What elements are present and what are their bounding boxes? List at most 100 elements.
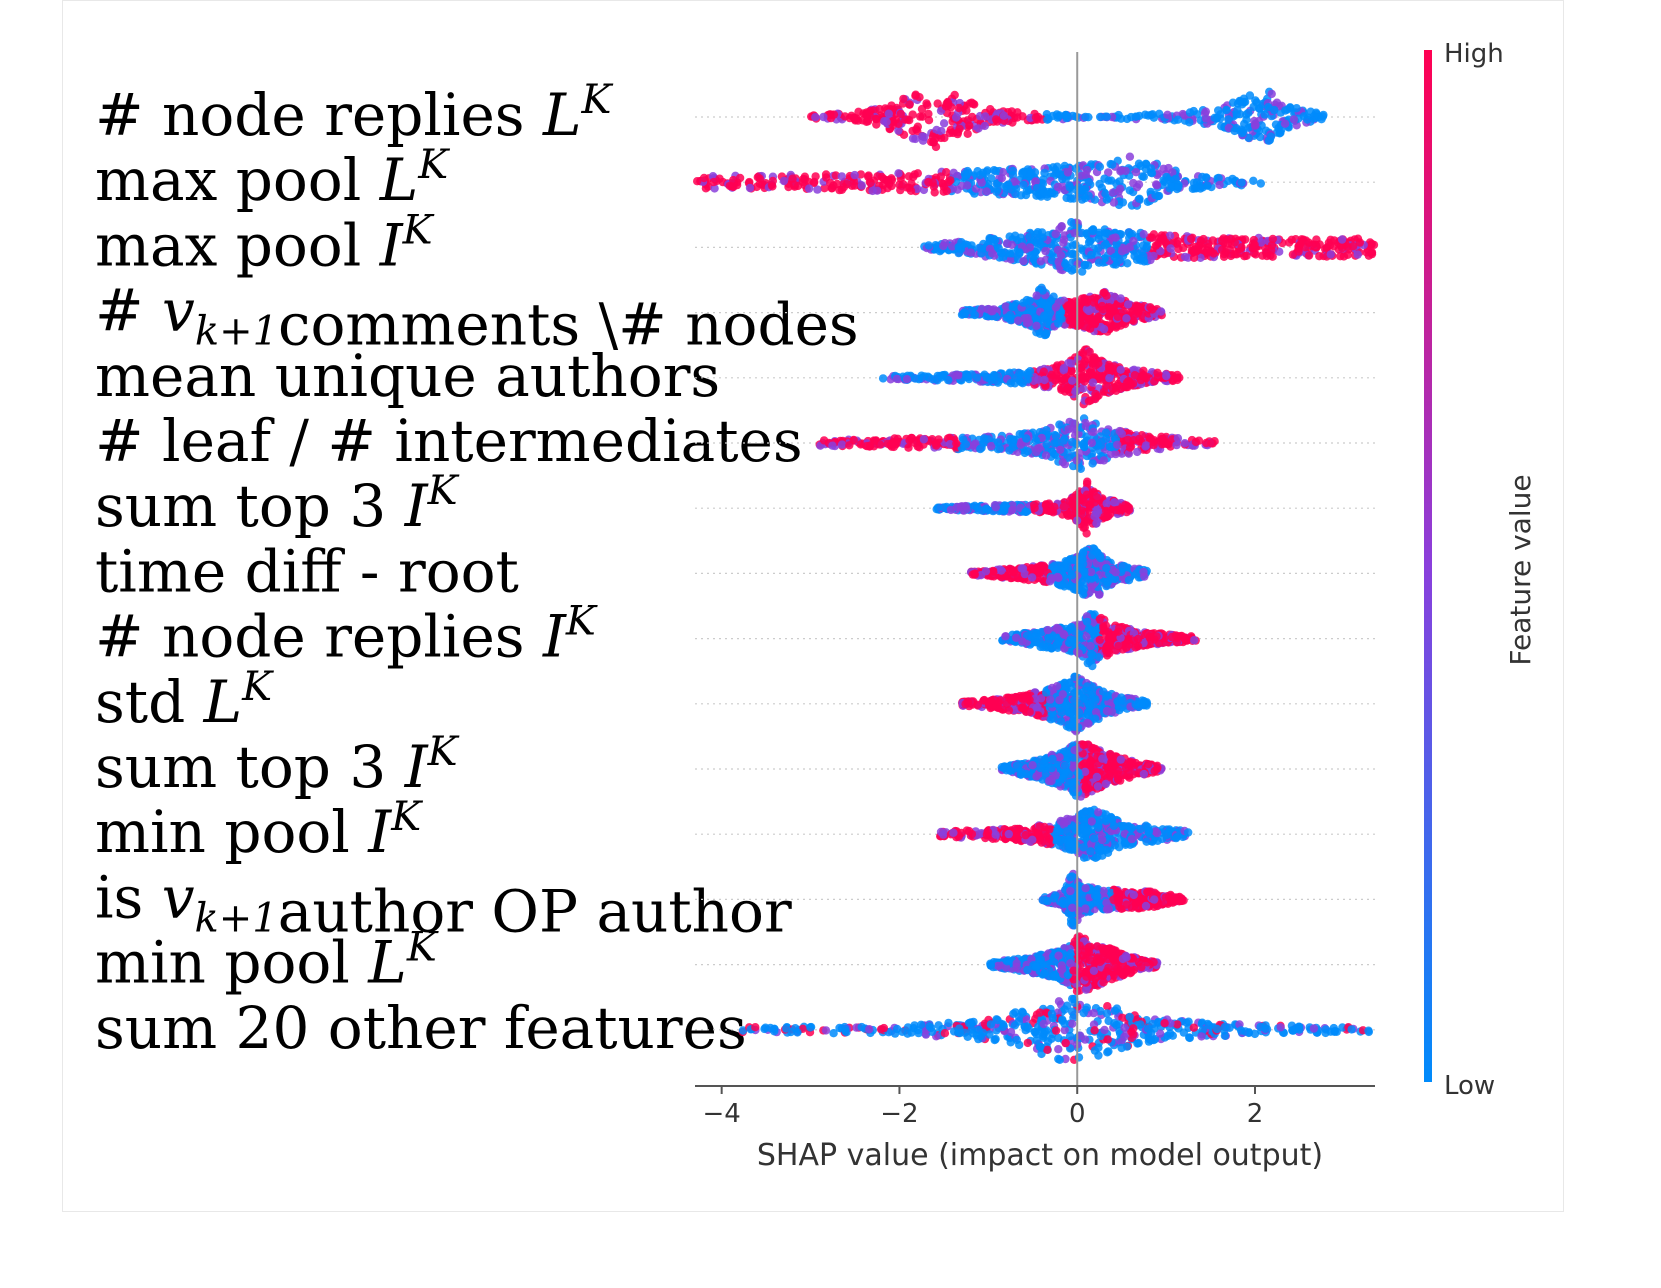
shap-point	[856, 170, 866, 179]
shap-point	[865, 441, 874, 451]
shap-point	[979, 438, 988, 448]
shap-point	[853, 116, 863, 125]
shap-point	[1115, 623, 1124, 632]
shap-point	[1303, 115, 1312, 124]
shap-point	[1092, 519, 1101, 528]
shap-point	[955, 124, 964, 133]
shap-point	[1109, 198, 1119, 207]
shap-point	[1067, 571, 1077, 580]
shap-point	[1094, 359, 1103, 368]
shap-point	[949, 168, 958, 177]
shap-point	[1203, 246, 1212, 255]
shap-point	[1061, 110, 1071, 120]
shap-point	[969, 99, 978, 109]
shap-point	[1100, 241, 1109, 250]
shap-point	[1051, 303, 1061, 312]
shap-point	[1117, 166, 1126, 175]
shap-point	[1099, 387, 1109, 396]
shap-point	[1032, 191, 1041, 200]
shap-point	[999, 501, 1009, 510]
shap-point	[1326, 250, 1336, 259]
shap-point	[1084, 306, 1094, 316]
shap-point	[1088, 661, 1097, 671]
shap-point	[1057, 374, 1067, 383]
shap-point	[1100, 254, 1109, 263]
shap-point	[997, 174, 1006, 183]
shap-point	[1001, 632, 1010, 641]
shap-point	[1031, 436, 1041, 445]
shap-point	[1008, 249, 1018, 258]
shap-point	[1088, 378, 1098, 387]
shap-point	[1133, 447, 1142, 457]
shap-point	[1208, 236, 1218, 245]
shap-point	[1068, 249, 1078, 259]
shap-point	[1060, 161, 1069, 171]
shap-point	[1249, 102, 1258, 112]
shap-point	[1052, 623, 1062, 633]
shap-point	[1014, 316, 1023, 325]
shap-point	[1085, 347, 1094, 357]
feature-row	[695, 218, 1379, 276]
shap-point	[1110, 498, 1119, 507]
shap-point	[1117, 247, 1127, 256]
shap-point	[1111, 233, 1120, 242]
shap-point	[905, 100, 914, 109]
shap-point	[1042, 426, 1051, 435]
shap-point	[918, 132, 927, 141]
shap-point	[911, 374, 920, 383]
shap-point	[1032, 183, 1042, 193]
shap-point	[937, 126, 946, 136]
beeswarm-rows	[693, 87, 1379, 1065]
shap-point	[1102, 291, 1111, 300]
shap-point	[1210, 113, 1219, 123]
shap-point	[1228, 98, 1238, 107]
shap-point	[1228, 174, 1237, 184]
shap-point	[1304, 251, 1314, 260]
shap-point	[1325, 241, 1335, 250]
shap-point	[1018, 168, 1027, 177]
shap-point	[1067, 359, 1076, 368]
shap-point	[919, 435, 929, 444]
shap-point	[994, 244, 1003, 253]
shap-point	[1032, 291, 1041, 300]
shap-point	[1173, 434, 1183, 443]
shap-point	[1186, 234, 1196, 244]
shap-point	[933, 376, 942, 385]
feature-row	[695, 610, 1375, 671]
shap-point	[1099, 324, 1109, 334]
shap-point	[1090, 319, 1100, 329]
shap-point	[940, 133, 949, 143]
shap-point	[1083, 295, 1092, 304]
shap-point	[1088, 459, 1097, 468]
shap-point	[1051, 229, 1060, 239]
shap-point	[1101, 428, 1111, 437]
shap-point	[1111, 568, 1120, 577]
shap-point	[1168, 182, 1177, 192]
shap-point	[1101, 645, 1111, 655]
shap-point	[1292, 104, 1301, 113]
shap-point	[1102, 499, 1111, 508]
shap-point	[1081, 112, 1090, 122]
shap-point	[1059, 235, 1069, 244]
shap-point	[925, 373, 934, 382]
shap-point	[1158, 440, 1167, 449]
feature-row	[695, 544, 1375, 599]
shap-point	[1271, 120, 1281, 129]
feature-row	[695, 87, 1375, 152]
shap-point	[1102, 581, 1111, 591]
shap-point	[1068, 424, 1078, 433]
shap-point	[1173, 237, 1183, 246]
shap-point	[1339, 252, 1349, 261]
shap-point	[1086, 641, 1095, 651]
shap-point	[1025, 232, 1034, 241]
shap-point	[1017, 370, 1026, 379]
shap-point	[1122, 314, 1131, 323]
shap-point	[1135, 194, 1144, 203]
shap-point	[923, 101, 932, 110]
shap-point	[1188, 184, 1198, 193]
feature-label: min pool IK	[95, 794, 423, 866]
shap-point	[1067, 218, 1076, 227]
shap-point	[1097, 437, 1106, 447]
shap-point	[767, 180, 776, 189]
shap-point	[991, 166, 1000, 176]
